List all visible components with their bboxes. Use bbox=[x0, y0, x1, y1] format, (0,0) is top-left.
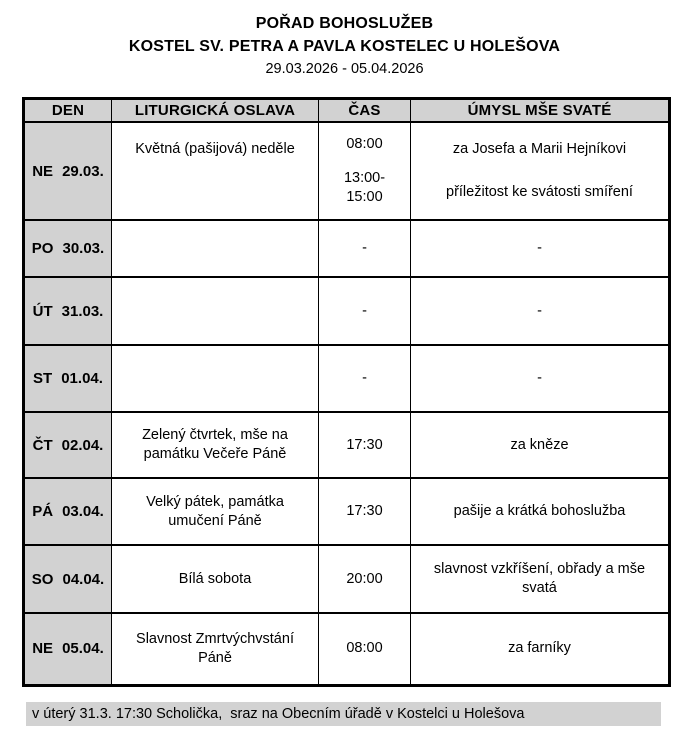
celebration-cell: Slavnost Zmrtvýchvstání Páně bbox=[111, 612, 319, 686]
celebration-cell: Květná (pašijová) neděle bbox=[111, 121, 319, 221]
day-date: 03.04. bbox=[62, 503, 104, 520]
day-abbr: ČT bbox=[32, 436, 53, 454]
time-cell: - bbox=[318, 219, 411, 278]
day-abbr: NE bbox=[32, 162, 54, 180]
celebration-spacer bbox=[120, 183, 310, 202]
document-title: POŘAD BOHOSLUŽEB bbox=[255, 15, 434, 32]
table-row-ut-31-03: ÚT 31.03. - - bbox=[23, 276, 670, 346]
time-cell: 17:30 bbox=[318, 411, 411, 479]
day-cell: SO 04.04. bbox=[23, 544, 112, 614]
day-date: 05.04. bbox=[62, 640, 104, 658]
time-cell: 08:00 bbox=[318, 612, 411, 686]
day-date: 04.04. bbox=[62, 570, 105, 588]
column-header-umysl-mse-svate: ÚMYSL MŠE SVATÉ bbox=[410, 98, 670, 123]
day-abbr: SO bbox=[31, 570, 54, 588]
day-cell: PÁ 03.04. bbox=[23, 477, 112, 546]
day-abbr: PO bbox=[31, 240, 54, 257]
column-header-liturgicka-oslava: LITURGICKÁ OSLAVA bbox=[111, 98, 319, 123]
day-abbr: ST bbox=[33, 370, 53, 387]
day-date: 01.04. bbox=[61, 370, 103, 387]
intention-cell: za kněze bbox=[410, 411, 670, 479]
day-date: 02.04. bbox=[61, 436, 104, 454]
table-header-row: DEN LITURGICKÁ OSLAVA ČAS ÚMYSL MŠE SVAT… bbox=[23, 98, 670, 123]
intention-text: příležitost ke svátosti smíření bbox=[446, 184, 633, 200]
date-range: 29.03.2026 - 05.04.2026 bbox=[265, 61, 424, 77]
time-cell: - bbox=[318, 276, 411, 346]
day-cell: PO 30.03. bbox=[23, 219, 112, 278]
intention-cell: - bbox=[410, 219, 670, 278]
intention-text: za Josefa a Marii Hejníkovi bbox=[452, 141, 627, 157]
intention-cell: za Josefa a Marii Hejníkovi příležitost … bbox=[410, 121, 670, 221]
table-row-st-01-04: ST 01.04. - - bbox=[23, 344, 670, 413]
table-row-ne-29-03: NE 29.03. Květná (pašijová) neděle 08:00 … bbox=[23, 121, 670, 221]
day-cell: ST 01.04. bbox=[23, 344, 112, 413]
time-value: 08:00 bbox=[346, 136, 383, 153]
celebration-cell bbox=[111, 219, 319, 278]
day-date: 31.03. bbox=[61, 302, 104, 320]
celebration-cell: Velký pátek, památka umučení Páně bbox=[111, 477, 319, 546]
celebration-cell bbox=[111, 344, 319, 413]
day-date: 29.03. bbox=[62, 162, 104, 180]
table-row-ct-02-04: ČT 02.04. Zelený čtvrtek, mše na památku … bbox=[23, 411, 670, 479]
celebration-cell: Zelený čtvrtek, mše na památku Večeře Pá… bbox=[111, 411, 319, 479]
day-abbr: NE bbox=[32, 640, 54, 658]
intention-cell: za farníky bbox=[410, 612, 670, 686]
table-row-po-30-03: PO 30.03. - - bbox=[23, 219, 670, 278]
time-cell: - bbox=[318, 344, 411, 413]
day-cell: ÚT 31.03. bbox=[23, 276, 112, 346]
day-date: 30.03. bbox=[62, 240, 105, 257]
schedule-table: DEN LITURGICKÁ OSLAVA ČAS ÚMYSL MŠE SVAT… bbox=[22, 97, 671, 687]
church-name: KOSTEL SV. PETRA A PAVLA KOSTELEC U HOLE… bbox=[128, 38, 561, 55]
table-row-pa-03-04: PÁ 03.04. Velký pátek, památka umučení Pá… bbox=[23, 477, 670, 546]
intention-cell: slavnost vzkříšení, obřady a mše svatá bbox=[410, 544, 670, 614]
time-value: 13:00-15:00 bbox=[343, 169, 386, 205]
table-row-so-04-04: SO 04.04. Bílá sobota 20:00 slavnost vzkř… bbox=[23, 544, 670, 614]
table-row-ne-05-04: NE 05.04. Slavnost Zmrtvýchvstání Páně 08… bbox=[23, 612, 670, 686]
day-abbr: PÁ bbox=[32, 503, 54, 520]
celebration-cell bbox=[111, 276, 319, 346]
day-cell: NE 05.04. bbox=[23, 612, 112, 686]
intention-cell: pašije a krátká bohoslužba bbox=[410, 477, 670, 546]
day-cell: NE 29.03. bbox=[23, 121, 112, 221]
time-cell: 08:00 13:00-15:00 bbox=[318, 121, 411, 221]
document-header: POŘAD BOHOSLUŽEB KOSTEL SV. PETRA A PAVL… bbox=[0, 0, 689, 80]
day-cell: ČT 02.04. bbox=[23, 411, 112, 479]
celebration-cell: Bílá sobota bbox=[111, 544, 319, 614]
footer-note: v úterý 31.3. 17:30 Scholička, sraz na O… bbox=[26, 701, 661, 726]
day-abbr: ÚT bbox=[32, 302, 53, 320]
time-cell: 17:30 bbox=[318, 477, 411, 546]
intention-cell: - bbox=[410, 344, 670, 413]
column-header-den: DEN bbox=[23, 98, 112, 123]
intention-cell: - bbox=[410, 276, 670, 346]
column-header-cas: ČAS bbox=[318, 98, 411, 123]
time-cell: 20:00 bbox=[318, 544, 411, 614]
celebration-text: Květná (pašijová) neděle bbox=[135, 141, 295, 157]
